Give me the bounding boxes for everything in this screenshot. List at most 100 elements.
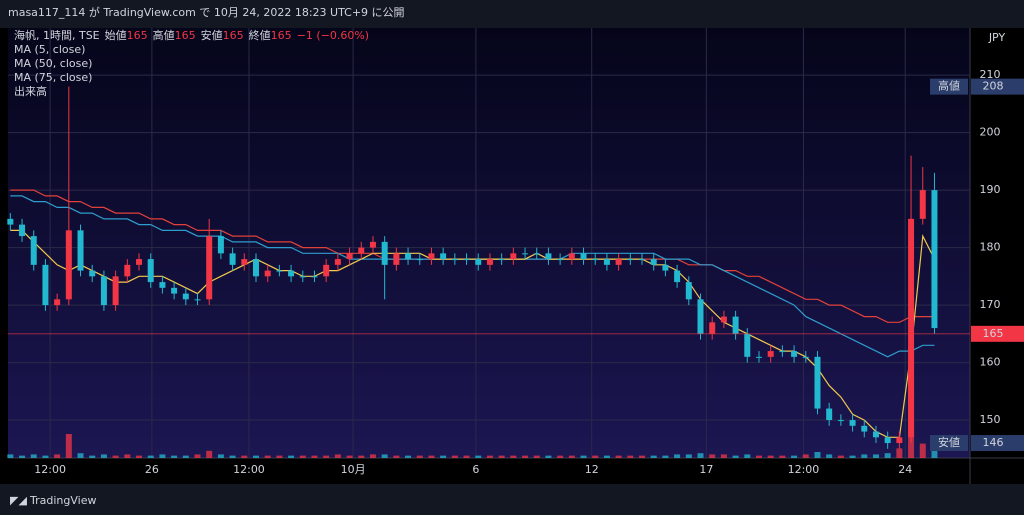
candle-body bbox=[896, 437, 903, 444]
x-tick-label: 12:00 bbox=[233, 463, 265, 476]
candle-body bbox=[510, 253, 517, 260]
volume-bar bbox=[206, 450, 213, 458]
volume-bar bbox=[451, 455, 458, 458]
candle-body bbox=[405, 253, 412, 260]
y-tick-label: 190 bbox=[980, 183, 1001, 196]
time-axis bbox=[8, 458, 970, 484]
candle-body bbox=[369, 241, 376, 248]
legend-line: 海帆, 1時間, TSE 始値165 高値165 安値165 終値165 −1 (−0.6… bbox=[14, 28, 369, 42]
volume-bar bbox=[709, 454, 716, 458]
volume-bar bbox=[100, 454, 107, 458]
volume-bar bbox=[241, 455, 248, 458]
ohlc-label: 高値 bbox=[153, 28, 175, 42]
candle-body bbox=[381, 241, 388, 265]
candle-body bbox=[194, 299, 201, 301]
candle-body bbox=[19, 224, 26, 237]
candle-body bbox=[334, 259, 341, 265]
ohlc-value: 165 bbox=[127, 29, 148, 42]
candle-body bbox=[802, 356, 809, 358]
volume-bar bbox=[7, 454, 14, 458]
candle-body bbox=[451, 259, 458, 261]
volume-bar bbox=[557, 455, 564, 458]
marker-value: 146 bbox=[983, 436, 1004, 449]
volume-bar bbox=[463, 455, 470, 458]
volume-bar bbox=[568, 455, 575, 458]
volume-bar bbox=[323, 455, 330, 458]
currency: JPY bbox=[988, 31, 1006, 44]
candle-body bbox=[755, 356, 762, 358]
candle-body bbox=[603, 259, 610, 265]
candle-body bbox=[206, 236, 213, 300]
ohlc-value: 165 bbox=[223, 29, 244, 42]
volume-bar bbox=[510, 455, 517, 458]
ma-legend: MA (50, close) bbox=[14, 57, 92, 70]
symbol: 海帆, 1時間, TSE bbox=[14, 28, 100, 42]
volume-bar bbox=[136, 455, 143, 458]
last-price-label: 165 bbox=[983, 327, 1004, 340]
x-tick-label: 12:00 bbox=[34, 463, 66, 476]
volume-bar bbox=[674, 454, 681, 458]
candle-body bbox=[77, 230, 84, 271]
volume-bar bbox=[334, 454, 341, 458]
volume-bar bbox=[837, 455, 844, 458]
header-text: masa117_114 が TradingView.com で 10月 24, … bbox=[8, 5, 405, 19]
volume-bar bbox=[919, 443, 926, 458]
volume-bar bbox=[603, 455, 610, 458]
x-tick-label: 10月 bbox=[341, 463, 366, 476]
candle-body bbox=[884, 437, 891, 444]
ohlc-label: 安値 bbox=[201, 28, 223, 42]
brand: TradingView bbox=[29, 494, 96, 507]
volume-bar bbox=[475, 455, 482, 458]
ma-line bbox=[10, 229, 936, 438]
candle-body bbox=[428, 253, 435, 260]
candle-body bbox=[346, 253, 353, 260]
candle-body bbox=[136, 259, 143, 265]
y-tick-label: 210 bbox=[980, 68, 1001, 81]
volume-bar bbox=[393, 455, 400, 458]
volume-bar bbox=[288, 455, 295, 458]
candle-body bbox=[849, 420, 856, 426]
marker-box bbox=[971, 435, 1024, 452]
marker-label: 高値 bbox=[938, 79, 960, 93]
x-tick-label: 12 bbox=[585, 463, 599, 476]
candle-body bbox=[639, 259, 646, 261]
ma-legend: MA (75, close) bbox=[14, 71, 92, 84]
x-tick-label: 26 bbox=[145, 463, 159, 476]
marker-value: 208 bbox=[983, 80, 1004, 93]
volume-bar bbox=[311, 455, 318, 458]
volume-bar bbox=[884, 453, 891, 458]
volume-bar bbox=[627, 455, 634, 458]
candle-body bbox=[89, 270, 96, 277]
candle-body bbox=[498, 259, 505, 261]
volume-bar bbox=[299, 455, 306, 458]
candle-body bbox=[872, 431, 879, 438]
candle-body bbox=[779, 351, 786, 353]
volume-bar bbox=[54, 454, 61, 458]
candle-body bbox=[147, 259, 154, 283]
candle-body bbox=[615, 259, 622, 265]
footer-bar bbox=[0, 484, 1024, 515]
candle-body bbox=[814, 356, 821, 409]
volume-bar bbox=[381, 454, 388, 458]
volume-bar bbox=[662, 455, 669, 458]
candle-body bbox=[42, 264, 49, 306]
candle-body bbox=[159, 282, 166, 288]
candle-body bbox=[744, 333, 751, 357]
volume-bar bbox=[369, 454, 376, 458]
volume-bar bbox=[861, 454, 868, 458]
candle-body bbox=[592, 259, 599, 261]
candle-body bbox=[557, 259, 564, 261]
header-bar bbox=[0, 0, 1024, 28]
logo-mark: ◤◢ bbox=[10, 494, 27, 507]
candle-body bbox=[264, 270, 271, 277]
ma-legend: MA (5, close) bbox=[14, 43, 85, 56]
volume-bar bbox=[194, 454, 201, 458]
volume-bar bbox=[732, 455, 739, 458]
y-tick-label: 180 bbox=[980, 241, 1001, 254]
candle-body bbox=[416, 259, 423, 261]
candle-body bbox=[709, 322, 716, 334]
candle-body bbox=[791, 351, 798, 357]
candle-body bbox=[545, 253, 552, 260]
ohlc-label: 終値 bbox=[249, 28, 271, 42]
